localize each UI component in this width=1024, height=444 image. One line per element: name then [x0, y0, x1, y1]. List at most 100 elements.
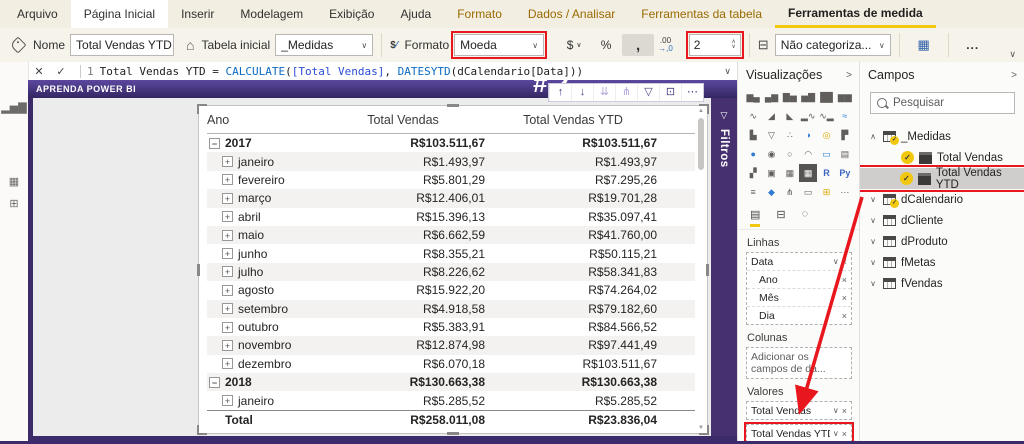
table-row[interactable]: + dezembro R$6.070,18 R$103.511,67	[207, 355, 695, 373]
table-row[interactable]: + maio R$6.662,59 R$41.760,00	[207, 225, 695, 245]
menu-tab[interactable]: Modelagem	[240, 7, 304, 21]
data-view-icon[interactable]: ▦	[8, 175, 20, 188]
stacked-column-chart-icon[interactable]: ▄▆	[764, 91, 779, 102]
menu-tab[interactable]: Inserir	[181, 7, 215, 21]
tree-chevron-icon[interactable]: ∧	[870, 132, 876, 141]
menu-tab[interactable]: Formato	[457, 7, 502, 21]
filters-pane-collapsed[interactable]: ▽ Filtros	[711, 98, 737, 436]
matrix-header-row[interactable]: Ano Total Vendas Total Vendas YTD	[207, 108, 695, 134]
new-quick-measure-button[interactable]: ▦	[917, 37, 930, 52]
gauge-icon[interactable]: ◠	[804, 148, 813, 159]
column-header[interactable]: Total Vendas	[367, 113, 439, 127]
table-row[interactable]: + janeiro R$1.493,97 R$1.493,97	[207, 152, 695, 171]
card-icon[interactable]: ▭	[822, 148, 831, 159]
scroll-up-icon[interactable]: ▲	[698, 108, 704, 114]
100-stacked-bar-chart-icon[interactable]: ██	[820, 92, 833, 102]
well-field-item[interactable]: Dia ×	[747, 306, 851, 324]
resize-handle-left[interactable]	[197, 263, 200, 276]
stacked-bar-chart-icon[interactable]: ▆▄	[746, 91, 760, 102]
tree-chevron-icon[interactable]: ∨	[870, 279, 876, 288]
resize-handle-top[interactable]	[447, 104, 459, 107]
well-field-item[interactable]: Total Vendas ∨ ×	[751, 404, 847, 417]
python-icon[interactable]: Py	[839, 168, 851, 178]
stacked-area-chart-icon[interactable]: ◣	[786, 110, 794, 121]
remove-field-icon[interactable]: ×	[841, 310, 847, 321]
scroll-down-icon[interactable]: ▼	[698, 425, 704, 431]
field-dropdown-icon[interactable]: ∨	[832, 257, 839, 266]
expand-collapse-icon[interactable]: +	[222, 358, 233, 370]
expand-formula-bar-icon[interactable]: ∨	[724, 65, 731, 76]
field-item[interactable]: ✓ Total Vendas	[860, 147, 1024, 168]
well-field-item[interactable]: Total Vendas YTD ∨ ×	[744, 422, 854, 444]
smart-narrative-icon[interactable]: ⊞	[822, 186, 831, 197]
line-clustered-column-chart-icon[interactable]: ∿▂	[819, 110, 834, 121]
menu-tab[interactable]: Dados / Analisar	[527, 7, 616, 21]
data-category-dropdown[interactable]: Não categoriza... ∨	[774, 34, 891, 56]
expand-collapse-icon[interactable]: −	[209, 376, 220, 388]
r-script-icon[interactable]: R	[823, 168, 830, 178]
shape-map-icon[interactable]: ○	[787, 149, 793, 159]
menu-tab[interactable]: Ferramentas da tabela	[641, 7, 762, 21]
table-row[interactable]: + outubro R$5.383,91 R$84.566,52	[207, 318, 695, 336]
field-item[interactable]: ∨ dProduto	[860, 231, 1024, 252]
expand-collapse-icon[interactable]: +	[222, 339, 233, 351]
treemap-icon[interactable]: ▛	[841, 129, 849, 140]
donut-chart-icon[interactable]: ◎	[822, 129, 831, 140]
decomposition-tree-icon[interactable]: ⋔	[786, 186, 794, 197]
remove-field-icon[interactable]: ×	[841, 405, 847, 416]
multi-row-card-icon[interactable]: ▤	[840, 148, 850, 159]
table-row[interactable]: −2017 R$103.511,67 R$103.511,67	[207, 134, 695, 152]
field-item[interactable]: ∨ ✓ dCalendario	[860, 189, 1024, 210]
scatter-chart-icon[interactable]: ∴	[786, 129, 793, 140]
drill-down-mode-icon[interactable]: ↓	[571, 84, 593, 101]
column-header[interactable]: Total Vendas YTD	[523, 113, 623, 127]
home-table-dropdown[interactable]: _Medidas ∨	[275, 34, 374, 56]
table-row[interactable]: + abril R$15.396,13 R$35.097,41	[207, 208, 695, 226]
table-row[interactable]: Total R$258.011,08 R$23.836,04	[207, 409, 695, 429]
well-field-item[interactable]: Mês ×	[747, 288, 851, 306]
resize-handle-bottom[interactable]	[447, 432, 459, 435]
columns-well[interactable]: Adicionar os campos de da...	[746, 347, 852, 379]
collapse-pane-icon[interactable]: >	[1011, 69, 1017, 81]
menu-tab[interactable]: Página Inicial	[70, 0, 169, 28]
dax-formula[interactable]: Total Vendas YTD = CALCULATE([Total Vend…	[99, 64, 584, 78]
table-icon[interactable]: ▦	[785, 167, 795, 178]
expand-hierarchy-icon[interactable]: ⋔	[615, 84, 637, 101]
measure-name-input[interactable]: Total Vendas YTD	[70, 34, 175, 56]
funnel-chart-icon[interactable]: ▽	[768, 129, 775, 140]
expand-collapse-icon[interactable]: −	[209, 137, 220, 149]
table-row[interactable]: + março R$12.406,01 R$19.701,28	[207, 189, 695, 208]
remove-field-icon[interactable]: ×	[841, 274, 847, 285]
clustered-column-chart-icon[interactable]: ▅▇	[801, 91, 816, 102]
decimal-places-stepper[interactable]: 2 ∧ ∨	[685, 31, 744, 59]
kpi-icon[interactable]: ▞	[749, 167, 757, 178]
field-dropdown-icon[interactable]: ∨	[832, 429, 839, 438]
field-dropdown-icon[interactable]: ∨	[832, 406, 839, 415]
more-visuals-icon[interactable]: ⋯	[840, 186, 850, 197]
filter-visual-icon[interactable]: ▽	[637, 84, 659, 101]
scrollbar-thumb[interactable]	[698, 118, 704, 170]
field-checkbox[interactable]: ✓	[901, 151, 914, 164]
paginated-report-icon[interactable]: ≡	[750, 187, 756, 197]
field-item[interactable]: ✓ Total Vendas YTD	[860, 165, 1024, 192]
expand-collapse-icon[interactable]: +	[222, 266, 233, 278]
thousands-separator-button[interactable]: ,	[622, 34, 655, 56]
table-row[interactable]: + julho R$8.226,62 R$58.341,83	[207, 262, 695, 282]
well-field-item[interactable]: Ano ×	[747, 270, 851, 288]
slicer-icon[interactable]: ▣	[767, 167, 776, 178]
expand-collapse-icon[interactable]: +	[222, 395, 233, 407]
expand-collapse-icon[interactable]: +	[222, 211, 233, 223]
tree-chevron-icon[interactable]: ∨	[870, 195, 876, 204]
remove-field-icon[interactable]: ×	[841, 428, 847, 439]
expand-collapse-icon[interactable]: +	[222, 303, 233, 315]
field-item[interactable]: ∧ ✓ _Medidas	[860, 126, 1024, 147]
expand-collapse-icon[interactable]: +	[222, 229, 233, 241]
model-view-icon[interactable]: ⊞	[9, 197, 19, 210]
area-chart-icon[interactable]: ◢	[768, 110, 775, 121]
search-input[interactable]: Pesquisar	[870, 92, 1015, 114]
expand-collapse-icon[interactable]: +	[222, 156, 233, 168]
ribbon-chart-icon[interactable]: ≈	[842, 111, 848, 121]
tree-chevron-icon[interactable]: ∨	[870, 237, 876, 246]
map-icon[interactable]: ●	[750, 149, 756, 159]
analytics-tab[interactable]: ◌	[801, 208, 809, 220]
